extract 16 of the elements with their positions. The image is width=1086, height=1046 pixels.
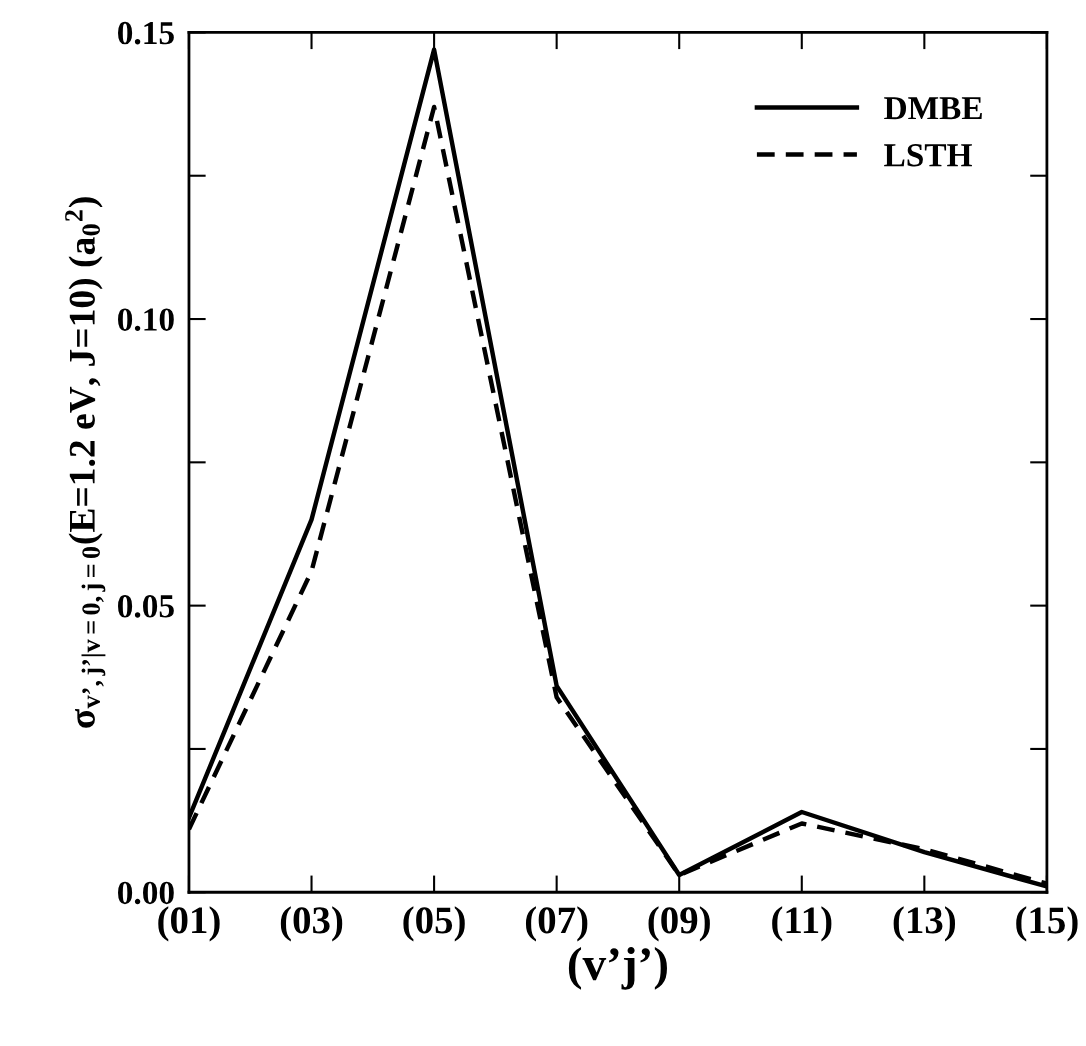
y-tick-label: 0.15: [118, 21, 174, 45]
y-tick-label: 0.05: [118, 595, 174, 618]
x-tick-label: (03): [280, 906, 343, 942]
x-tick-label: (01): [158, 906, 220, 942]
x-tick-label: (13): [893, 906, 956, 942]
x-axis-title: (v’j’): [568, 946, 667, 990]
y-tick-label: 0.00: [118, 881, 174, 905]
x-tick-label: (07): [525, 906, 588, 942]
legend-label: LSTH: [884, 144, 972, 167]
x-tick-label: (11): [772, 906, 832, 942]
y-axis-title: σ$_{v’,j’|v=0,j=0}$(E=1.2 eV, J=10) (a$_{0}$$^{2}$): [65, 197, 106, 728]
y-tick-label: 0.10: [118, 308, 174, 332]
x-tick-label: (05): [403, 906, 465, 942]
legend-label: DMBE: [884, 97, 982, 120]
x-tick-label: (09): [648, 906, 710, 942]
x-tick-label: (15): [1016, 906, 1078, 942]
